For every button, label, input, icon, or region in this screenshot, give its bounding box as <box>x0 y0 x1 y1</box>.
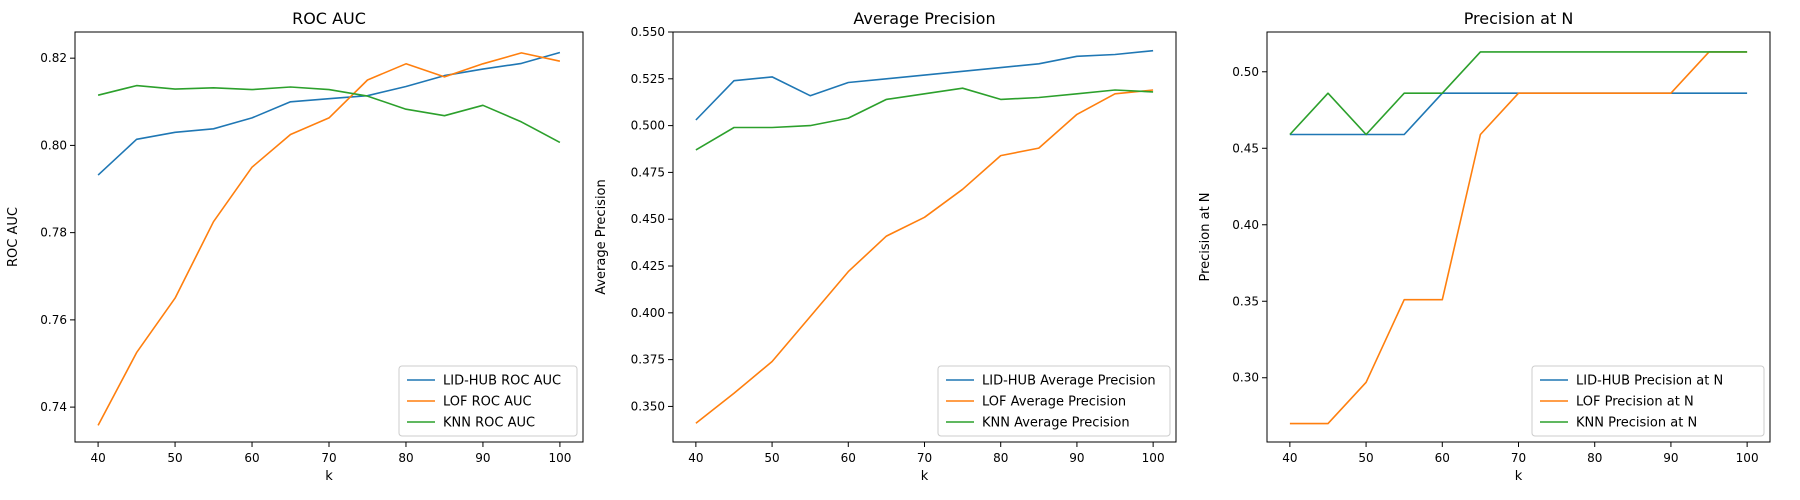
y-tick-label: 0.78 <box>40 226 67 240</box>
x-tick-label: 100 <box>1736 451 1759 465</box>
y-tick-label: 0.500 <box>631 119 665 133</box>
series-line-1 <box>97 51 561 176</box>
legend: LID-HUB ROC AUC LOF ROC AUC KNN ROC AUC <box>398 365 578 437</box>
subplot-2: Average Precision 40 50 60 70 80 90 100 0.350 0.3… <box>594 9 1177 484</box>
chart-title: ROC AUC <box>292 9 366 28</box>
y-tick-label: 0.45 <box>1232 141 1259 155</box>
x-axis-label: k <box>325 469 333 484</box>
x-tick-label: 60 <box>841 451 856 465</box>
y-tick-label: 0.525 <box>631 72 665 86</box>
y-axis-label: Precision at N <box>1198 192 1213 281</box>
series-line-2 <box>1289 51 1748 425</box>
y-tick-label: 0.550 <box>631 25 665 39</box>
x-tick-label: 90 <box>475 451 490 465</box>
x-tick-label: 80 <box>1587 451 1602 465</box>
x-tick-label: 70 <box>1511 451 1526 465</box>
y-tick-label: 0.40 <box>1232 218 1259 232</box>
legend-entry: KNN Average Precision <box>982 416 1130 431</box>
series-line-3 <box>1289 51 1748 136</box>
x-tick-label: 40 <box>688 451 703 465</box>
x-tick-label: 90 <box>1069 451 1084 465</box>
legend: LID-HUB Precision at N LOF Precision at N… <box>1531 365 1765 437</box>
subplot-3: Precision at N 40 50 60 70 80 90 100 0.30 0.35 0.4… <box>1198 9 1771 484</box>
y-tick-label: 0.450 <box>631 212 665 226</box>
x-tick-label: 100 <box>1142 451 1165 465</box>
chart-title: Precision at N <box>1464 9 1574 28</box>
y-tick-label: 0.30 <box>1232 371 1259 385</box>
series-line-2 <box>695 89 1154 424</box>
y-tick-label: 0.82 <box>40 51 67 65</box>
x-tick-label: 80 <box>993 451 1008 465</box>
plot-frame <box>1266 31 1771 443</box>
series-line-3 <box>97 84 561 144</box>
y-tick-label: 0.76 <box>40 313 67 327</box>
y-tick-label: 0.35 <box>1232 294 1259 308</box>
x-tick-label: 50 <box>764 451 779 465</box>
y-tick-label: 0.400 <box>631 306 665 320</box>
y-tick-label: 0.50 <box>1232 65 1259 79</box>
y-tick-label: 0.350 <box>631 399 665 413</box>
series-line-3 <box>695 87 1154 151</box>
x-axis-label: k <box>921 469 929 484</box>
legend-entry: LID-HUB Precision at N <box>1576 374 1723 389</box>
y-tick-label: 0.74 <box>40 400 67 414</box>
series-line-1 <box>1289 92 1748 136</box>
plot-frame <box>74 31 584 443</box>
legend-box <box>937 365 1171 437</box>
x-tick-label: 50 <box>1358 451 1373 465</box>
x-tick-label: 50 <box>167 451 182 465</box>
x-tick-label: 70 <box>321 451 336 465</box>
legend-entry: LOF Precision at N <box>1576 395 1694 410</box>
legend-entry: KNN Precision at N <box>1576 416 1697 431</box>
y-tick-label: 0.375 <box>631 353 665 367</box>
legend-entry: LOF Average Precision <box>982 395 1126 410</box>
y-axis-label: Average Precision <box>594 179 609 295</box>
y-tick-label: 0.80 <box>40 138 67 152</box>
x-tick-label: 90 <box>1663 451 1678 465</box>
x-tick-label: 60 <box>244 451 259 465</box>
chart-title: Average Precision <box>853 9 995 28</box>
x-tick-label: 60 <box>1435 451 1450 465</box>
series-line-1 <box>695 49 1154 121</box>
series-line-2 <box>97 52 561 426</box>
legend-entry: LID-HUB ROC AUC <box>443 374 561 389</box>
legend-entry: LID-HUB Average Precision <box>982 374 1156 389</box>
y-tick-label: 0.425 <box>631 259 665 273</box>
y-tick-label: 0.475 <box>631 165 665 179</box>
y-axis-label: ROC AUC <box>6 207 21 267</box>
x-axis-label: k <box>1515 469 1523 484</box>
plot-frame <box>672 31 1177 443</box>
legend-entry: KNN ROC AUC <box>443 416 535 431</box>
x-tick-label: 40 <box>90 451 105 465</box>
legend: LID-HUB Average Precision LOF Average Pre… <box>937 365 1171 437</box>
x-tick-label: 40 <box>1282 451 1297 465</box>
subplot-1: ROC AUC 40 50 60 70 80 90 100 0.74 0.76 0.78 0.80 0.… <box>6 9 584 484</box>
x-tick-label: 80 <box>398 451 413 465</box>
x-tick-label: 100 <box>548 451 571 465</box>
x-tick-label: 70 <box>917 451 932 465</box>
legend-box <box>398 365 578 437</box>
legend-box <box>1531 365 1765 437</box>
legend-entry: LOF ROC AUC <box>443 395 532 410</box>
